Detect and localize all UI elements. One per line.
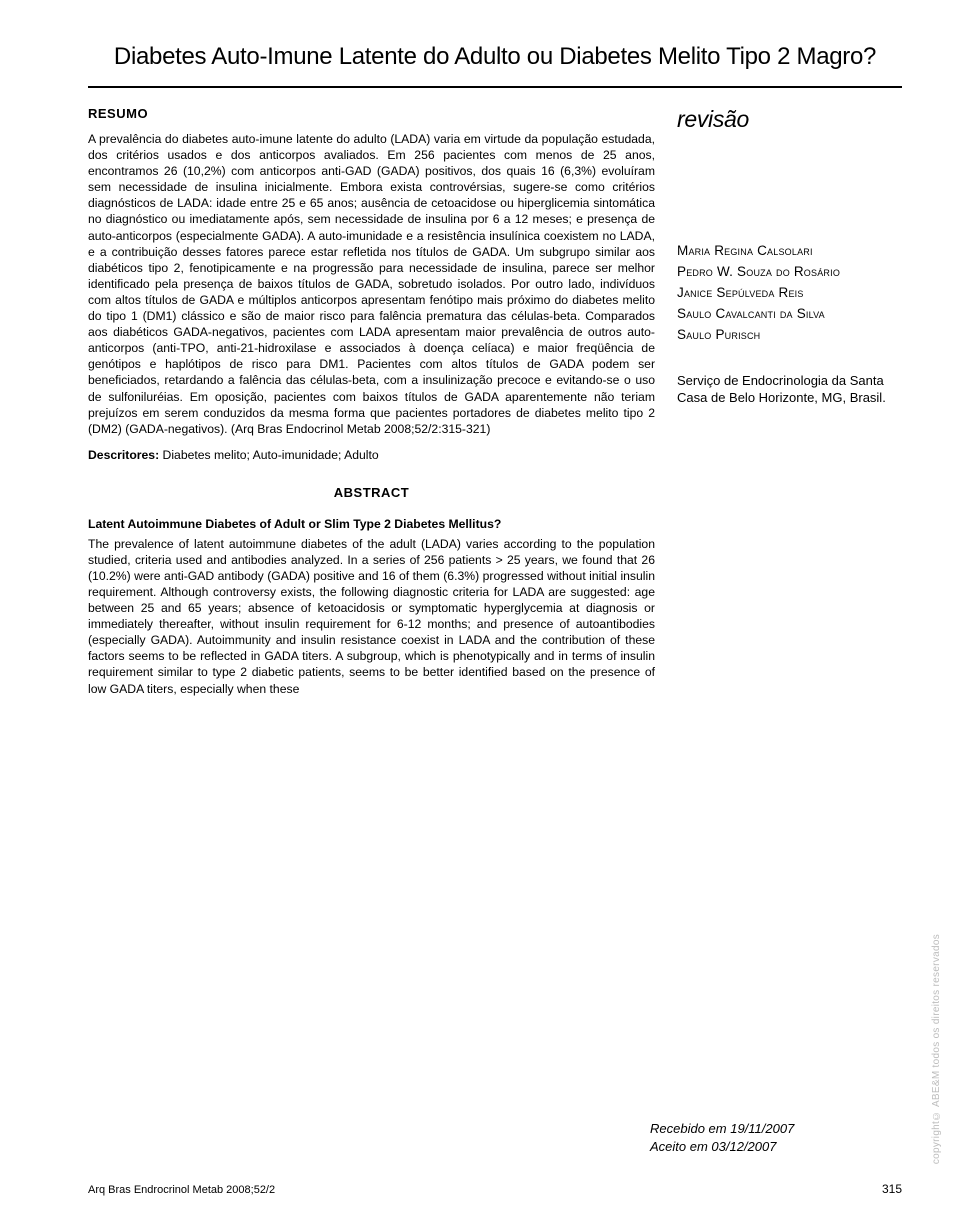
submission-dates: Recebido em 19/11/2007 Aceito em 03/12/2… (650, 1120, 794, 1156)
affiliation: Serviço de Endocrinologia da Santa Casa … (677, 372, 902, 407)
abstract-body: The prevalence of latent autoimmune diab… (88, 536, 655, 697)
article-title: Diabetes Auto-Imune Latente do Adulto ou… (88, 42, 902, 72)
resumo-body: A prevalência do diabetes auto-imune lat… (88, 131, 655, 437)
resumo-heading: RESUMO (88, 106, 655, 121)
main-column: RESUMO A prevalência do diabetes auto-im… (88, 106, 655, 697)
received-date: Recebido em 19/11/2007 (650, 1120, 794, 1138)
author-name: Saulo Cavalcanti da Silva (677, 304, 902, 325)
page-footer: Arq Bras Endrocrinol Metab 2008;52/2 315 (88, 1182, 902, 1196)
descritores: Descritores: Diabetes melito; Auto-imuni… (88, 447, 655, 463)
side-column: revisão Maria Regina Calsolari Pedro W. … (677, 106, 902, 697)
title-rule (88, 86, 902, 88)
page-number: 315 (882, 1182, 902, 1196)
two-column-layout: RESUMO A prevalência do diabetes auto-im… (88, 106, 902, 697)
journal-ref: Arq Bras Endrocrinol Metab 2008;52/2 (88, 1184, 275, 1196)
abstract-english-title: Latent Autoimmune Diabetes of Adult or S… (88, 516, 655, 532)
descritores-label: Descritores: (88, 448, 159, 462)
author-name: Maria Regina Calsolari (677, 241, 902, 262)
accepted-date: Aceito em 03/12/2007 (650, 1138, 794, 1156)
descritores-text: Diabetes melito; Auto-imunidade; Adulto (159, 448, 379, 462)
abstract-heading: ABSTRACT (88, 485, 655, 500)
copyright-notice: copyright© ABE&M todos os direitos reser… (931, 934, 942, 1164)
author-name: Saulo Purisch (677, 325, 902, 346)
author-name: Pedro W. Souza do Rosário (677, 262, 902, 283)
section-label: revisão (677, 106, 902, 133)
author-name: Janice Sepúlveda Reis (677, 283, 902, 304)
